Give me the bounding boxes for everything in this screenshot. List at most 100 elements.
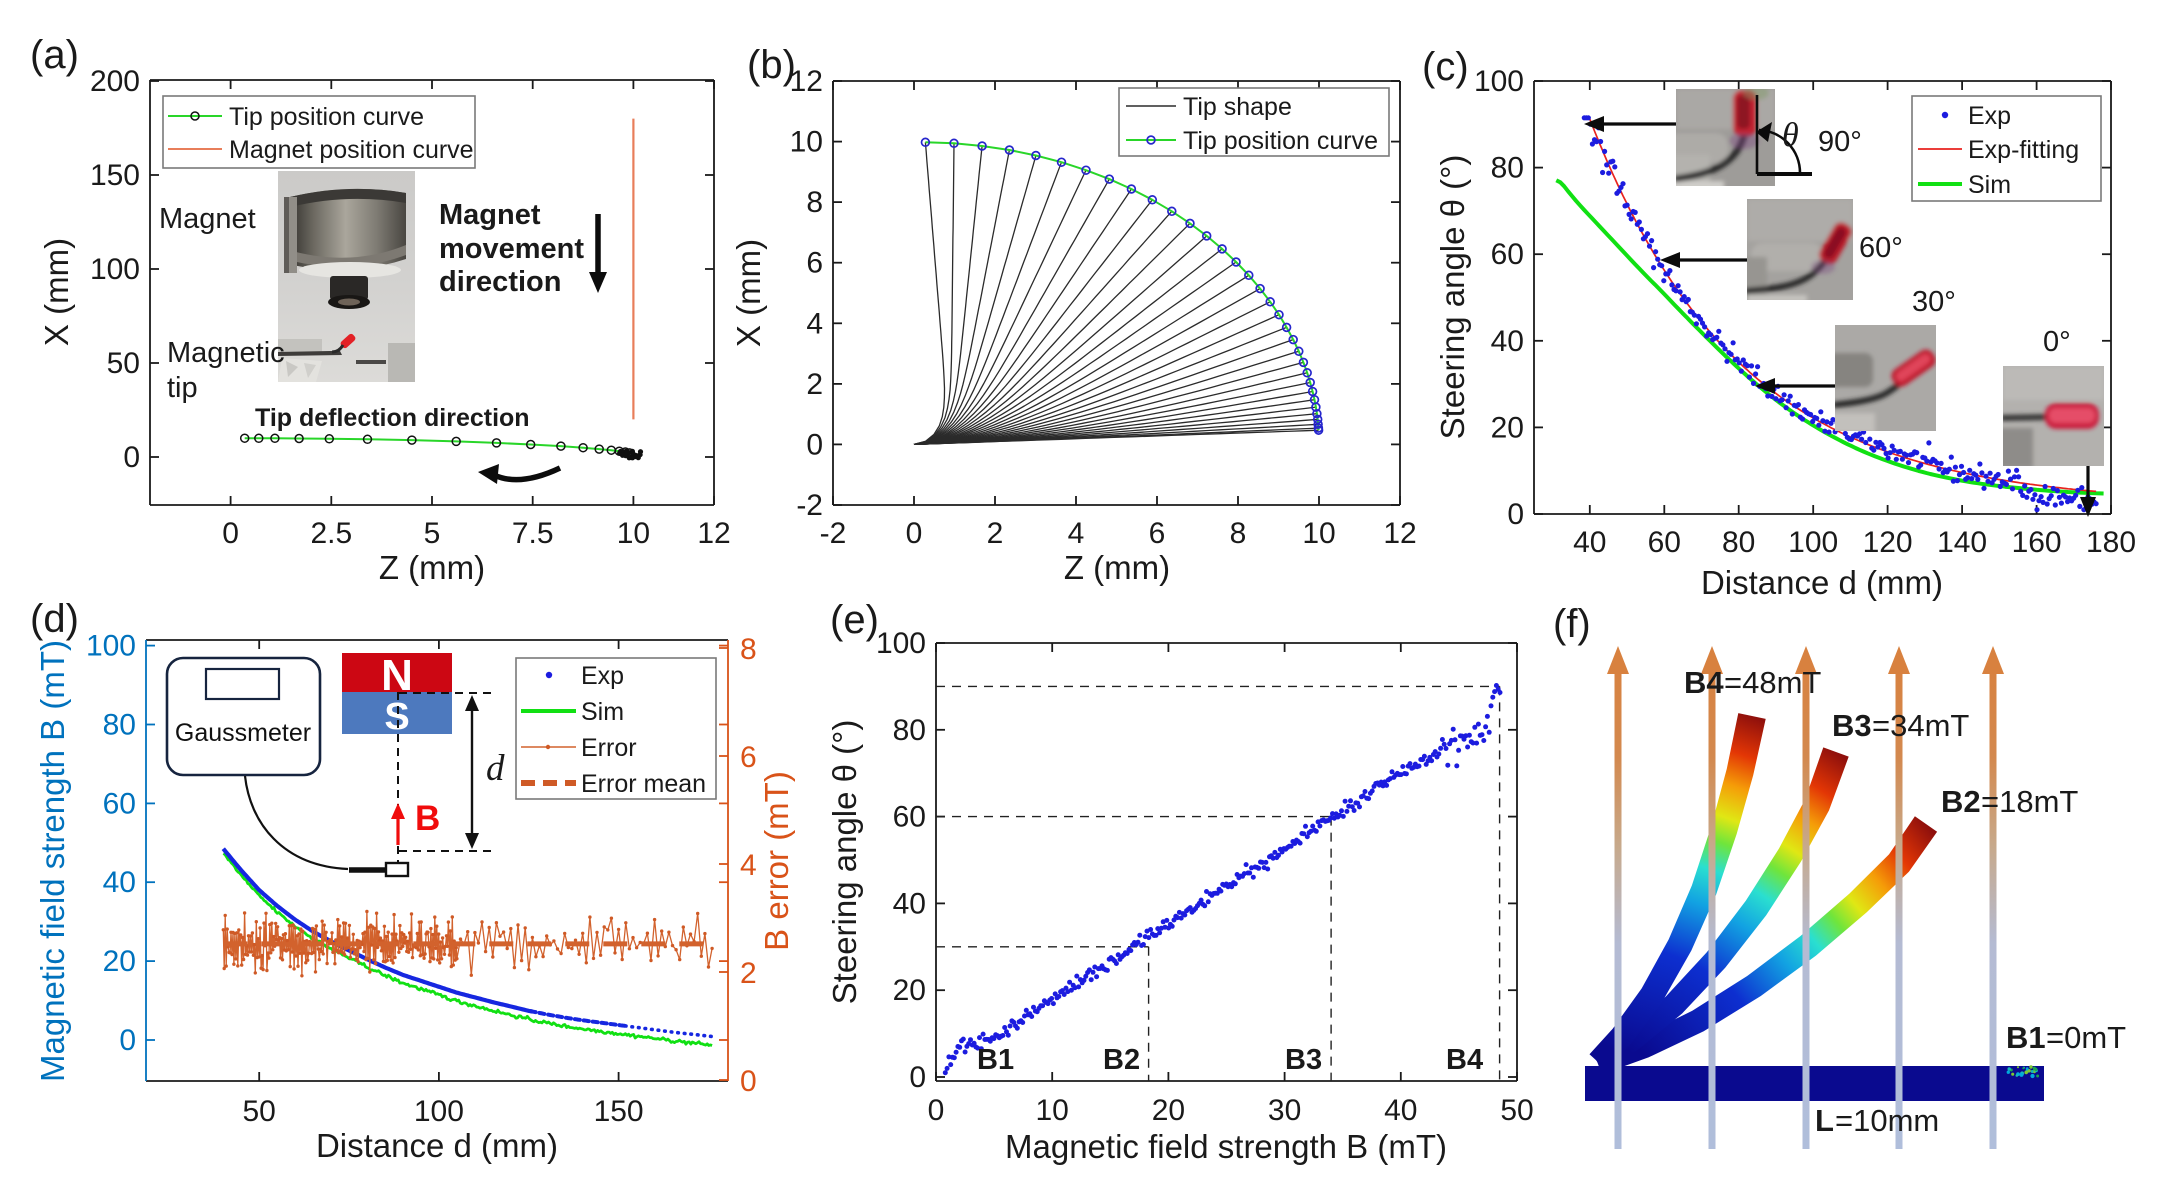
svg-text:=10mm: =10mm xyxy=(1835,1103,1939,1138)
svg-text:12: 12 xyxy=(1383,517,1416,550)
svg-text:Steering angle θ (°): Steering angle θ (°) xyxy=(826,720,863,1005)
svg-text:0: 0 xyxy=(928,1094,945,1127)
svg-text:X (mm): X (mm) xyxy=(730,239,767,347)
svg-text:10: 10 xyxy=(1302,517,1335,550)
svg-text:Steering angle θ (°): Steering angle θ (°) xyxy=(1434,155,1471,440)
svg-text:0: 0 xyxy=(222,517,239,550)
svg-text:40: 40 xyxy=(1384,1094,1417,1127)
svg-text:100: 100 xyxy=(1788,526,1838,559)
svg-text:100: 100 xyxy=(90,253,140,286)
svg-text:0: 0 xyxy=(119,1024,136,1057)
svg-text:80: 80 xyxy=(1722,526,1755,559)
svg-text:30°: 30° xyxy=(1912,286,1956,318)
svg-text:B4: B4 xyxy=(1446,1044,1483,1076)
svg-text:100: 100 xyxy=(414,1095,464,1128)
svg-text:B1: B1 xyxy=(2006,1020,2046,1055)
svg-text:Magnet position curve: Magnet position curve xyxy=(229,136,474,164)
svg-text:0: 0 xyxy=(806,428,823,461)
svg-text:B error (mT): B error (mT) xyxy=(758,771,795,951)
svg-text:Tip position curve: Tip position curve xyxy=(229,103,424,131)
svg-text:Magnetic: Magnetic xyxy=(167,337,285,369)
svg-text:B4: B4 xyxy=(1684,665,1724,700)
svg-text:100: 100 xyxy=(1474,65,1524,98)
svg-text:B2: B2 xyxy=(1103,1044,1140,1076)
svg-text:=0mT: =0mT xyxy=(2046,1020,2126,1055)
svg-text:Z (mm): Z (mm) xyxy=(1064,549,1170,586)
svg-text:180: 180 xyxy=(2086,526,2136,559)
svg-text:Tip shape: Tip shape xyxy=(1183,93,1292,121)
svg-text:Sim: Sim xyxy=(1968,171,2011,199)
svg-text:Error: Error xyxy=(581,734,637,762)
svg-text:Exp-fitting: Exp-fitting xyxy=(1968,136,2079,164)
svg-text:0: 0 xyxy=(123,441,140,474)
svg-text:(d): (d) xyxy=(30,597,79,641)
svg-text:80: 80 xyxy=(1491,152,1524,185)
svg-text:20: 20 xyxy=(893,974,926,1007)
svg-text:60°: 60° xyxy=(1859,232,1903,264)
svg-text:20: 20 xyxy=(1152,1094,1185,1127)
svg-text:120: 120 xyxy=(1863,526,1913,559)
svg-text:Magnetic field strength B (mT): Magnetic field strength B (mT) xyxy=(34,640,71,1082)
svg-text:0: 0 xyxy=(909,1061,926,1094)
svg-text:B3: B3 xyxy=(1832,708,1872,743)
svg-text:7.5: 7.5 xyxy=(512,517,554,550)
svg-text:B1: B1 xyxy=(977,1044,1014,1076)
svg-text:Distance d (mm): Distance d (mm) xyxy=(316,1127,558,1164)
svg-text:100: 100 xyxy=(876,627,926,660)
svg-text:=48mT: =48mT xyxy=(1724,665,1821,700)
svg-text:80: 80 xyxy=(893,714,926,747)
svg-text:40: 40 xyxy=(893,887,926,920)
svg-text:6: 6 xyxy=(740,741,757,774)
svg-text:50: 50 xyxy=(1500,1094,1533,1127)
svg-text:10: 10 xyxy=(790,126,823,159)
svg-text:Magnet: Magnet xyxy=(439,199,541,231)
svg-text:(b): (b) xyxy=(747,43,796,87)
svg-text:30: 30 xyxy=(1268,1094,1301,1127)
svg-text:Exp: Exp xyxy=(581,662,624,690)
svg-text:tip: tip xyxy=(167,372,198,404)
svg-text:8: 8 xyxy=(806,186,823,219)
svg-text:d: d xyxy=(486,748,505,789)
svg-text:S: S xyxy=(384,696,409,738)
svg-text:2: 2 xyxy=(740,957,757,990)
svg-text:Z (mm): Z (mm) xyxy=(379,549,485,586)
svg-text:movement: movement xyxy=(439,233,584,265)
svg-text:(a): (a) xyxy=(30,33,79,77)
svg-text:0: 0 xyxy=(740,1065,757,1098)
svg-text:12: 12 xyxy=(790,65,823,98)
svg-text:100: 100 xyxy=(86,630,136,663)
svg-text:40: 40 xyxy=(1491,325,1524,358)
svg-text:20: 20 xyxy=(1491,411,1524,444)
svg-text:10: 10 xyxy=(1036,1094,1069,1127)
svg-text:Tip deflection direction: Tip deflection direction xyxy=(255,404,530,432)
svg-text:60: 60 xyxy=(1491,238,1524,271)
svg-text:Sim: Sim xyxy=(581,698,624,726)
svg-text:150: 150 xyxy=(594,1095,644,1128)
svg-text:direction: direction xyxy=(439,266,561,298)
svg-text:2: 2 xyxy=(806,368,823,401)
svg-text:5: 5 xyxy=(424,517,441,550)
svg-text:N: N xyxy=(381,651,413,700)
svg-text:Distance d (mm): Distance d (mm) xyxy=(1701,564,1943,601)
svg-text:140: 140 xyxy=(1937,526,1987,559)
svg-text:200: 200 xyxy=(90,65,140,98)
svg-text:2.5: 2.5 xyxy=(310,517,352,550)
svg-text:X (mm): X (mm) xyxy=(38,238,75,346)
svg-text:Magnetic field strength B (mT): Magnetic field strength B (mT) xyxy=(1005,1128,1447,1165)
svg-text:20: 20 xyxy=(103,945,136,978)
svg-text:6: 6 xyxy=(806,247,823,280)
svg-text:6: 6 xyxy=(1149,517,1166,550)
svg-text:160: 160 xyxy=(2012,526,2062,559)
svg-text:Error mean: Error mean xyxy=(581,770,706,798)
svg-text:B2: B2 xyxy=(1941,784,1981,819)
svg-text:(c): (c) xyxy=(1422,45,1469,89)
svg-text:4: 4 xyxy=(806,307,823,340)
svg-text:0: 0 xyxy=(1507,498,1524,531)
svg-text:B: B xyxy=(415,799,440,838)
svg-text:60: 60 xyxy=(103,787,136,820)
svg-text:40: 40 xyxy=(1573,526,1606,559)
svg-text:60: 60 xyxy=(893,801,926,834)
svg-text:Magnet: Magnet xyxy=(159,203,256,235)
svg-text:θ: θ xyxy=(1782,117,1799,154)
svg-text:12: 12 xyxy=(697,517,730,550)
